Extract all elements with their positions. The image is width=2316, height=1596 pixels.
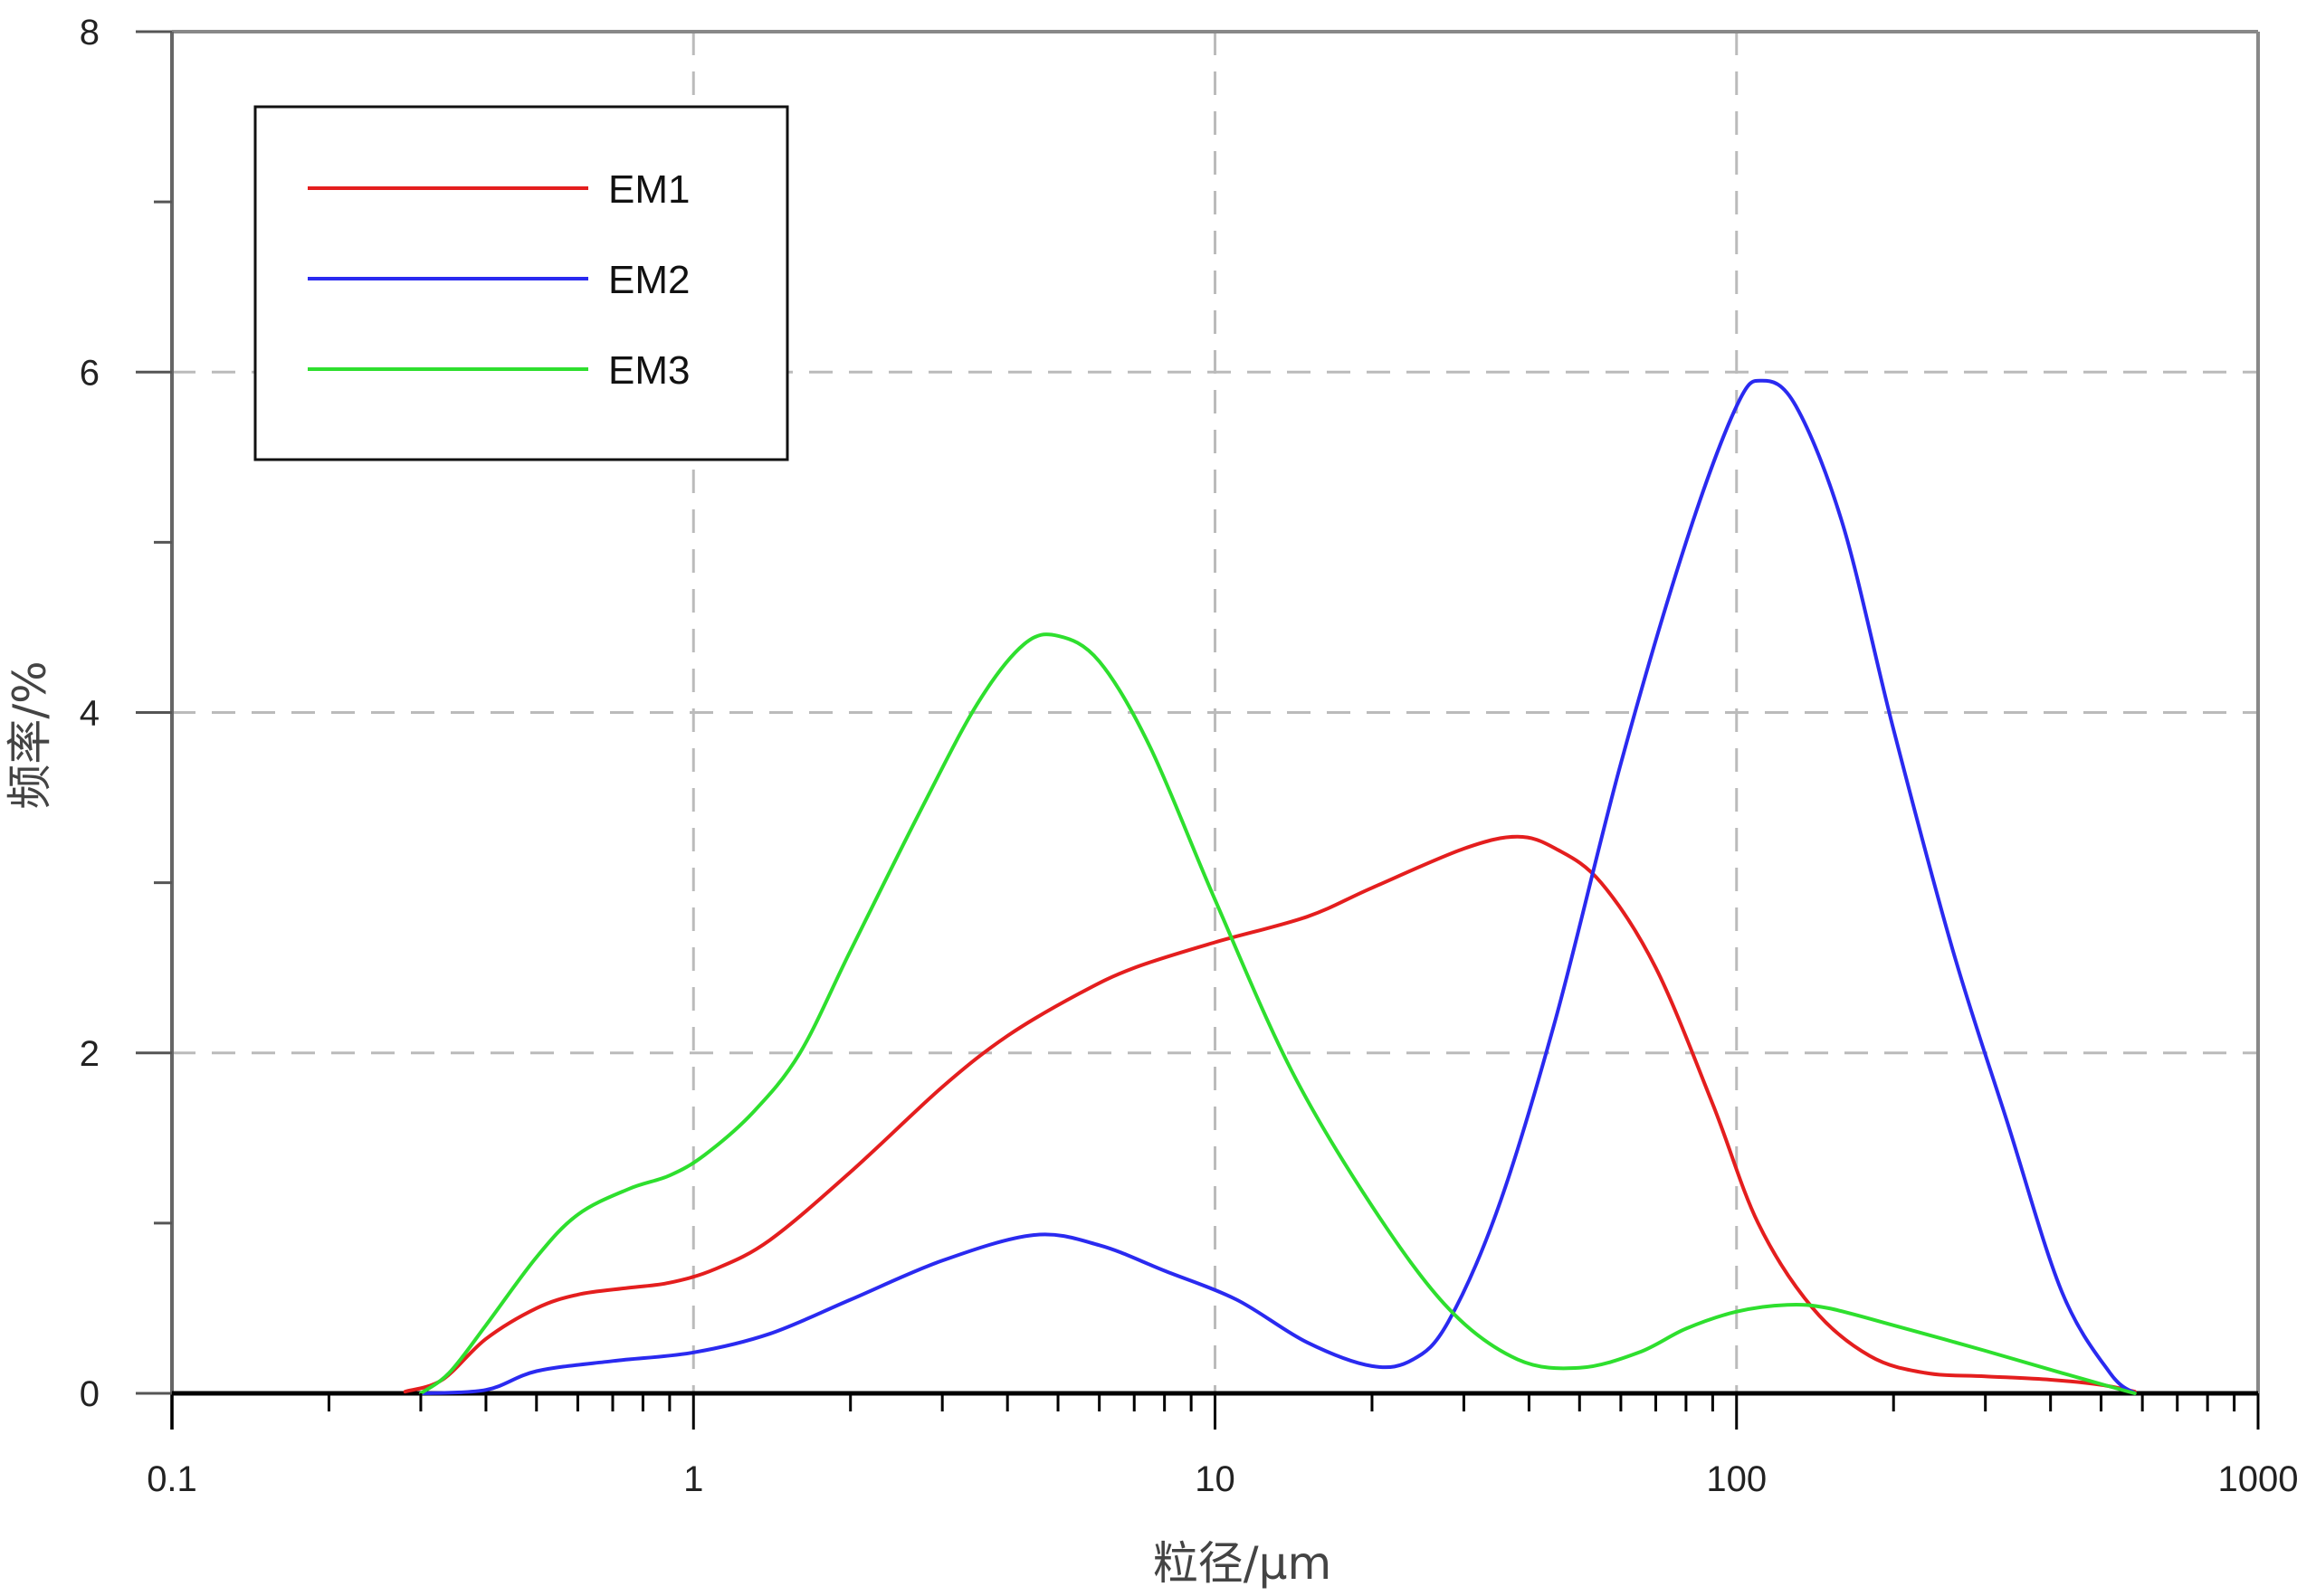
x-axis-title: 粒径/μm <box>1153 1537 1331 1590</box>
x-tick-label: 1 <box>683 1459 703 1499</box>
axis-ticks <box>136 30 2260 1430</box>
legend-label-em3: EM3 <box>608 348 690 393</box>
series-line-em3 <box>418 632 2137 1395</box>
x-tick-label: 10 <box>1195 1459 1235 1499</box>
y-tick-label: 6 <box>80 353 100 393</box>
x-tick-label: 0.1 <box>147 1459 197 1499</box>
y-tick-label: 4 <box>80 694 100 734</box>
y-axis-title: 频率/% <box>4 660 56 809</box>
legend-box <box>253 105 789 461</box>
legend: EM1 EM2 EM3 <box>253 105 789 461</box>
y-tick-label: 8 <box>80 13 100 52</box>
series-lines <box>403 378 2137 1395</box>
legend-label-em1: EM1 <box>608 167 690 212</box>
series-line-em2 <box>418 378 2137 1395</box>
x-tick-label: 1000 <box>2218 1459 2299 1499</box>
legend-label-em2: EM2 <box>608 258 690 302</box>
tick-labels: 0.1 1 10 100 1000 0 2 4 6 8 <box>80 13 2299 1499</box>
y-tick-label: 2 <box>80 1034 100 1074</box>
x-tick-label: 100 <box>1706 1459 1767 1499</box>
series-line-em1 <box>403 834 2137 1394</box>
y-tick-label: 0 <box>80 1374 100 1414</box>
